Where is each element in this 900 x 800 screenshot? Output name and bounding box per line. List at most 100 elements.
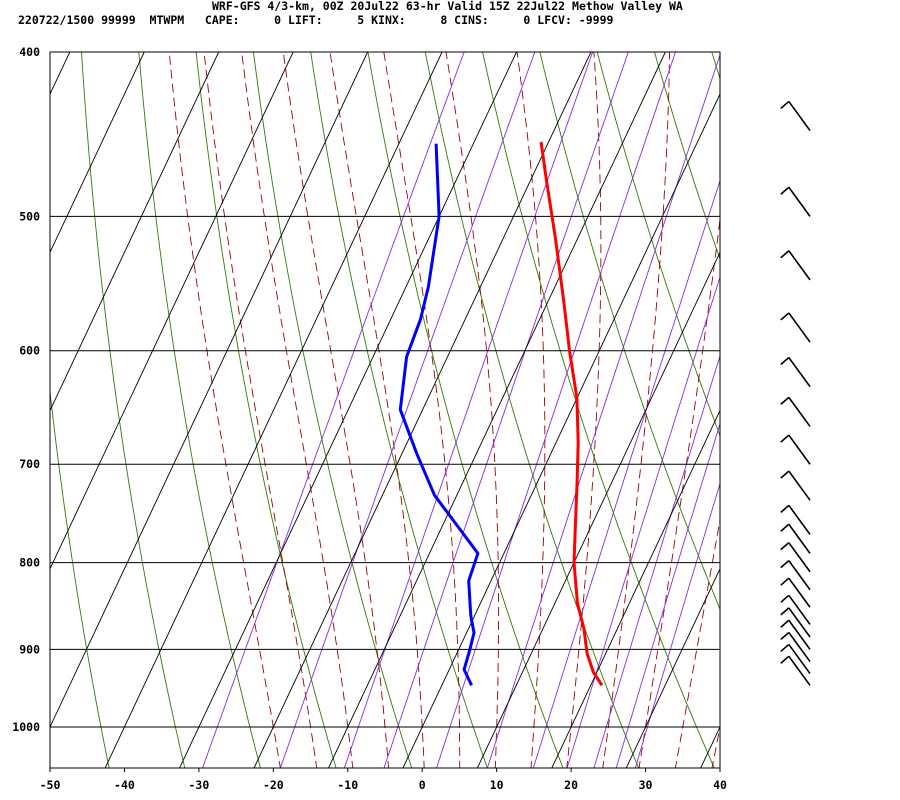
isotherm [625, 567, 720, 768]
y-tick-label: 800 [19, 556, 40, 570]
y-tick-label: 600 [19, 344, 40, 358]
dry-adiabat [50, 387, 110, 768]
wind-barb [780, 470, 811, 501]
x-tick-label: 30 [639, 778, 653, 792]
wind-barb [780, 577, 811, 608]
moist-adiabat [168, 52, 281, 768]
barb-staff [788, 631, 811, 663]
barb-staff [788, 619, 811, 650]
barb-flag [780, 619, 790, 628]
barb-staff [788, 312, 811, 343]
mixing-ratio-line [593, 354, 720, 768]
wind-barb [780, 504, 811, 535]
barb-staff [788, 100, 811, 132]
mixing-ratio-line [436, 52, 676, 768]
barb-flag [780, 542, 790, 551]
wind-barb [780, 100, 811, 132]
dewpoint-profile [398, 143, 480, 686]
isotherm [50, 52, 145, 254]
x-tick-label: 10 [490, 778, 504, 792]
barb-staff [788, 655, 811, 686]
moist-adiabat [241, 52, 354, 768]
dry-adiabat [81, 52, 186, 768]
mixing-ratio-line [566, 275, 720, 768]
sounding-info-line: 220722/1500 99999 MTWPM CAPE: 0 LIFT: 5 … [18, 13, 614, 27]
grid [49, 51, 721, 772]
dry-adiabat [252, 52, 413, 768]
wind-barb [780, 312, 811, 343]
dry-adiabat [195, 52, 337, 768]
barb-staff [788, 560, 811, 591]
temperature-profile [539, 141, 604, 687]
barb-staff [788, 643, 811, 675]
mixing-ratio-line [383, 52, 629, 768]
moist-adiabat [602, 52, 671, 768]
barb-staff [788, 470, 811, 501]
dry-adiabat [596, 52, 720, 437]
barb-staff [788, 542, 811, 573]
moist-adiabat [711, 724, 720, 768]
dry-adiabat [138, 52, 261, 768]
wind-barb [780, 655, 811, 686]
moist-adiabat [329, 52, 425, 768]
barb-flag [780, 594, 790, 603]
moist-adiabat [516, 52, 546, 768]
x-tick-label: 40 [713, 778, 727, 792]
dry-adiabat [813, 14, 900, 770]
wind-barb [780, 250, 811, 281]
isotherm [402, 93, 720, 768]
barb-flag [780, 312, 790, 321]
barb-flag [780, 643, 790, 653]
isotherm [179, 52, 517, 768]
x-tick-label: -50 [40, 778, 61, 792]
moist-adiabat [282, 52, 389, 768]
barb-staff [788, 434, 811, 465]
moist-adiabat [566, 52, 602, 768]
moist-adiabat [674, 517, 720, 768]
barb-flag [780, 655, 790, 664]
y-tick-label: 900 [19, 642, 40, 656]
barb-flag [780, 100, 790, 110]
barb-flag [780, 434, 790, 443]
barb-flag [780, 577, 790, 586]
y-tick-label: 500 [19, 209, 40, 223]
barb-staff [788, 250, 811, 281]
wind-barb [780, 396, 811, 427]
mixing-ratio-line [279, 52, 536, 768]
isotherm [328, 52, 666, 768]
isotherm [50, 52, 368, 729]
x-tick-label: -30 [188, 778, 209, 792]
barb-flag [780, 607, 790, 616]
barb-flag [780, 560, 790, 569]
barb-staff [788, 594, 811, 625]
profiles [398, 141, 604, 687]
mixing-ratio-line [532, 179, 720, 768]
y-tick-label: 400 [19, 45, 40, 59]
barb-staff [788, 357, 811, 388]
wind-barb [780, 594, 811, 625]
moist-adiabat [383, 52, 461, 768]
barb-staff [788, 607, 811, 638]
y-tick-labels: 400 500 600 700 800 900 1000 [12, 45, 40, 734]
isotherm [50, 52, 71, 96]
dry-adiabat [654, 52, 720, 261]
y-tick-label: 700 [19, 457, 40, 471]
dry-adiabat [424, 52, 640, 768]
x-tick-label: -10 [337, 778, 358, 792]
moist-adiabat [638, 215, 720, 768]
plot-frame [49, 51, 721, 769]
mixing-ratio-line [202, 52, 465, 768]
barb-flag [780, 356, 790, 366]
y-tick-label: 1000 [12, 720, 40, 734]
wind-barb [780, 542, 811, 573]
mixing-ratio-line [615, 422, 720, 768]
isotherm [476, 251, 720, 768]
wind-barb [780, 619, 811, 650]
dry-adiabat [539, 52, 720, 611]
barb-staff [788, 523, 811, 554]
barb-flag [780, 504, 790, 513]
x-tick-label: 0 [419, 778, 426, 792]
x-tick-label: -20 [263, 778, 284, 792]
mixing-ratio-line [343, 52, 594, 768]
